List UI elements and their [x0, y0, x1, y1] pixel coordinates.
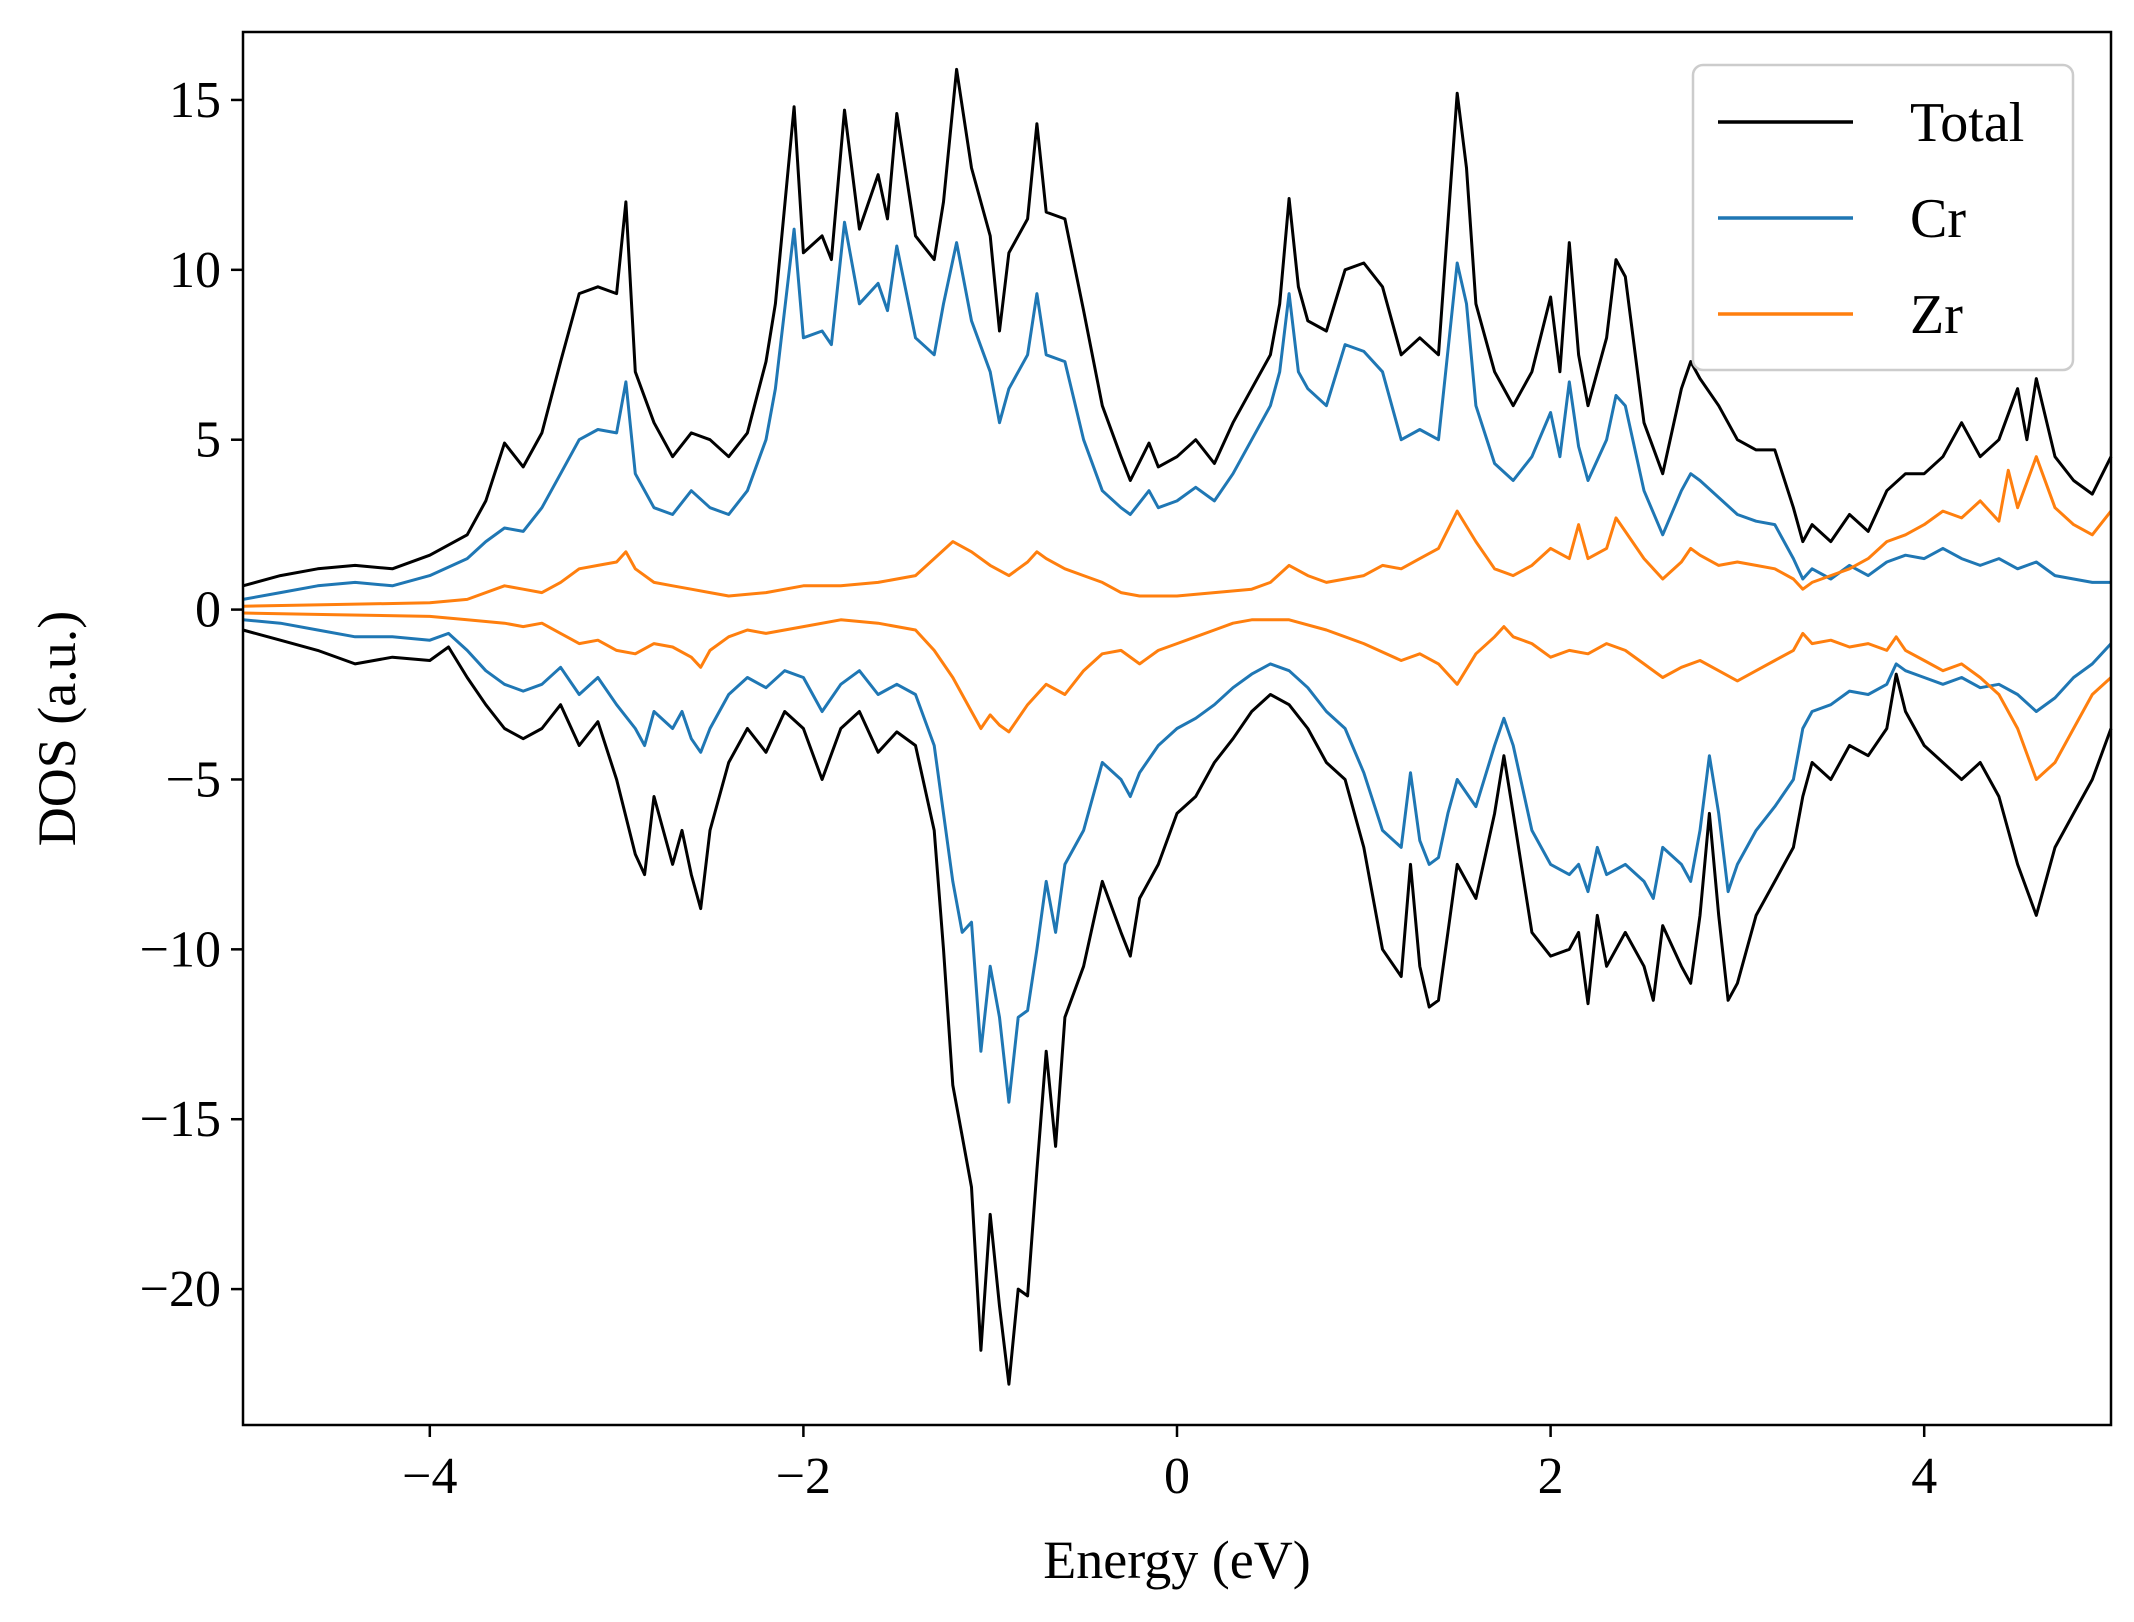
y-tick-label: 5	[195, 412, 221, 469]
legend-label-total: Total	[1910, 92, 2024, 154]
x-tick-label: 2	[1538, 1448, 1564, 1505]
y-tick-label: −20	[140, 1261, 221, 1318]
x-tick-label: 0	[1164, 1448, 1190, 1505]
x-tick-label: 4	[1911, 1448, 1937, 1505]
x-tick-label: −2	[776, 1448, 831, 1505]
series-cr-spin-up-line	[242, 220, 2111, 601]
plot-lines	[242, 67, 2113, 1386]
series-total-spin-down-line	[242, 628, 2113, 1386]
legend: Total Cr Zr	[1691, 63, 2075, 372]
series-zr-spin-down-line	[242, 611, 2113, 781]
series-zr-spin-up-line	[242, 455, 2113, 608]
series-cr-spin-down-line	[242, 618, 2113, 1104]
series-total-spin-up-line	[242, 67, 2113, 588]
y-tick-label: 15	[169, 72, 221, 129]
y-axis-title: DOS (a.u.)	[27, 611, 87, 846]
x-axis-ticks: −4 −2 0 2 4	[402, 1425, 1937, 1505]
legend-box	[1691, 63, 2075, 372]
y-tick-label: −15	[140, 1091, 221, 1148]
y-axis-ticks: 15 10 5 0 −5 −10 −15 −20	[140, 72, 243, 1318]
y-tick-label: −10	[140, 921, 221, 978]
y-tick-label: 10	[169, 242, 221, 299]
y-tick-label: 0	[195, 582, 221, 639]
legend-label-zr: Zr	[1910, 284, 1963, 346]
legend-label-cr: Cr	[1910, 188, 1966, 250]
x-axis-title: Energy (eV)	[1043, 1530, 1310, 1590]
x-tick-label: −4	[402, 1448, 457, 1505]
y-tick-label: −5	[166, 751, 221, 808]
